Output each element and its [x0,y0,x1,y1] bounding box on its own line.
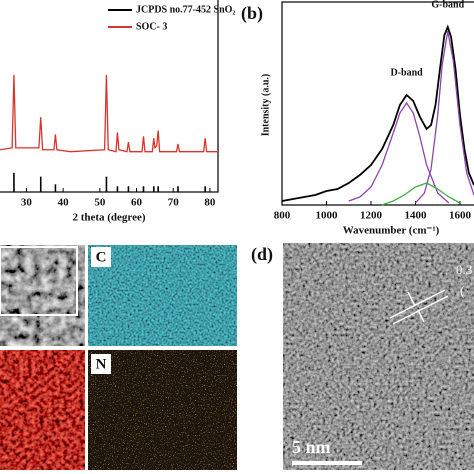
series-line [281,24,474,202]
annotation: D-band [390,67,423,78]
arrow [417,309,425,323]
x-tick-label: 60 [131,197,143,209]
plot-frame [281,1,474,206]
c-map [88,245,237,346]
tem-image [283,243,474,470]
x-tick-label: 80 [204,197,216,209]
x-tick-label: 1000 [315,210,338,222]
x-tick-label: 1600 [449,210,472,222]
sem-image [0,245,85,346]
x-tick-label: 30 [21,197,33,209]
series-line [381,182,461,206]
panel-label: (d) [251,244,273,265]
fringe-line [389,289,446,319]
plot-frame [0,0,219,193]
panel-label: (b) [241,3,263,24]
arrow [407,291,416,307]
lattice-plane: ( [460,283,464,298]
scale-bar-label: 5 nm [292,437,331,457]
series-line [415,30,474,204]
x-tick-label: 70 [168,197,180,209]
y-axis-title: Intensity (a.u.) [260,74,271,137]
map-label-box [91,247,111,267]
series-line [348,101,450,204]
x-axis-title: Wavenumber (cm⁻¹) [343,225,440,237]
legend-label: SOC- 3 [136,21,167,32]
fringe-line [392,295,449,325]
c-map-label: C [96,249,107,265]
series-line [0,74,218,153]
map-label-box [91,354,111,374]
sn-map [0,350,85,470]
legend-label: JCPDS no.77-452 SnO₂ [136,4,235,15]
sem-inset-frame [0,246,78,316]
n-map-signal [88,350,237,470]
x-tick-label: 1400 [404,210,427,222]
n-map-label: N [96,356,107,372]
x-tick-label: 40 [58,197,70,209]
x-axis-title: 2 theta (degree) [72,212,145,224]
x-tick-label: 50 [94,197,106,209]
x-tick-label: 800 [274,210,291,222]
x-tick-label: 1200 [360,210,383,222]
scale-bar [292,461,362,465]
lattice-spacing: 0.3 [456,262,472,277]
annotation: G-band [431,0,464,10]
lattice-fringes [389,289,449,325]
